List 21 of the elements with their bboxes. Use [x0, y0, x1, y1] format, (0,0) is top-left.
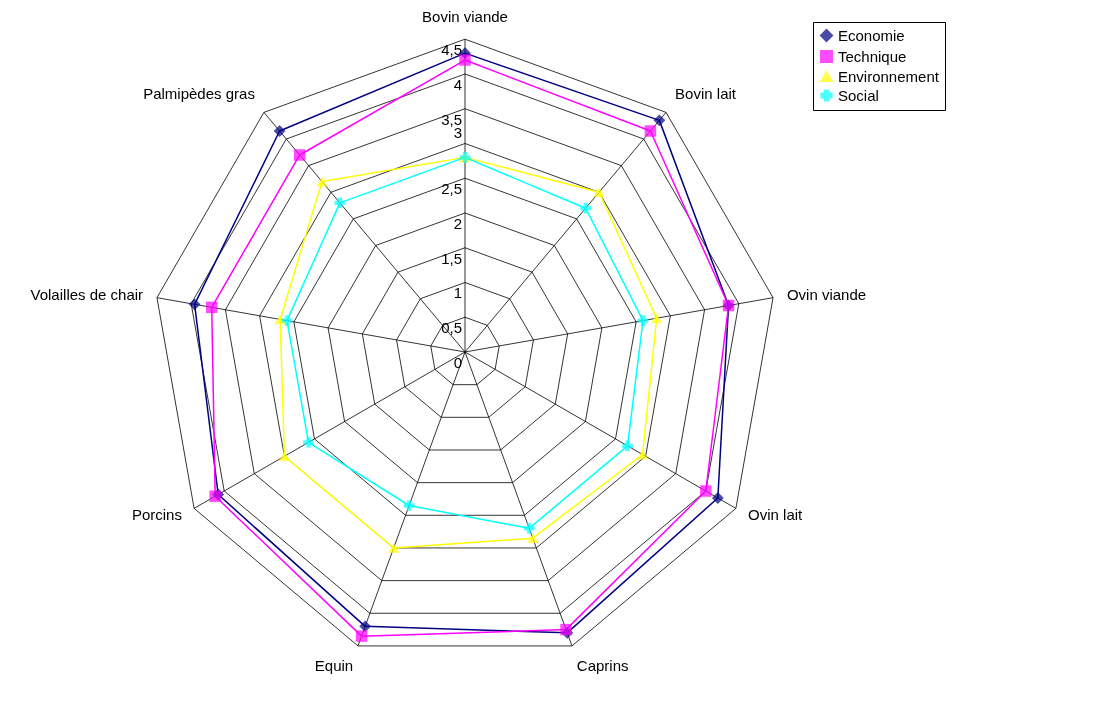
spoke-label: Ovin viande — [786, 286, 867, 304]
y-tick-label: 4 — [453, 75, 462, 93]
spoke-label: Volailles de chair — [30, 286, 144, 304]
spoke-label: Bovin viande — [422, 8, 508, 26]
spoke-label: Palmipèdes gras — [143, 84, 255, 102]
y-tick-label: 1,5 — [441, 249, 462, 267]
spoke-label: Ovin lait — [748, 506, 804, 524]
spoke-label: Porcins — [131, 506, 182, 524]
legend-label: Economie — [838, 26, 905, 44]
legend-label: Environnement — [838, 67, 940, 85]
legend-label: Social — [838, 86, 879, 104]
y-tick-label: 1 — [453, 284, 462, 302]
legend-label: Technique — [838, 47, 907, 65]
spoke-label: Bovin lait — [675, 84, 737, 102]
y-tick-label: 2 — [453, 214, 462, 232]
y-tick-label: 4,5 — [441, 41, 462, 59]
y-tick-label: 2,5 — [441, 180, 462, 198]
spoke-label: Equin — [314, 657, 354, 675]
y-tick-label: 0,5 — [441, 319, 462, 337]
y-tick-label: 0 — [453, 354, 462, 371]
spoke-label: Caprins — [576, 657, 629, 675]
